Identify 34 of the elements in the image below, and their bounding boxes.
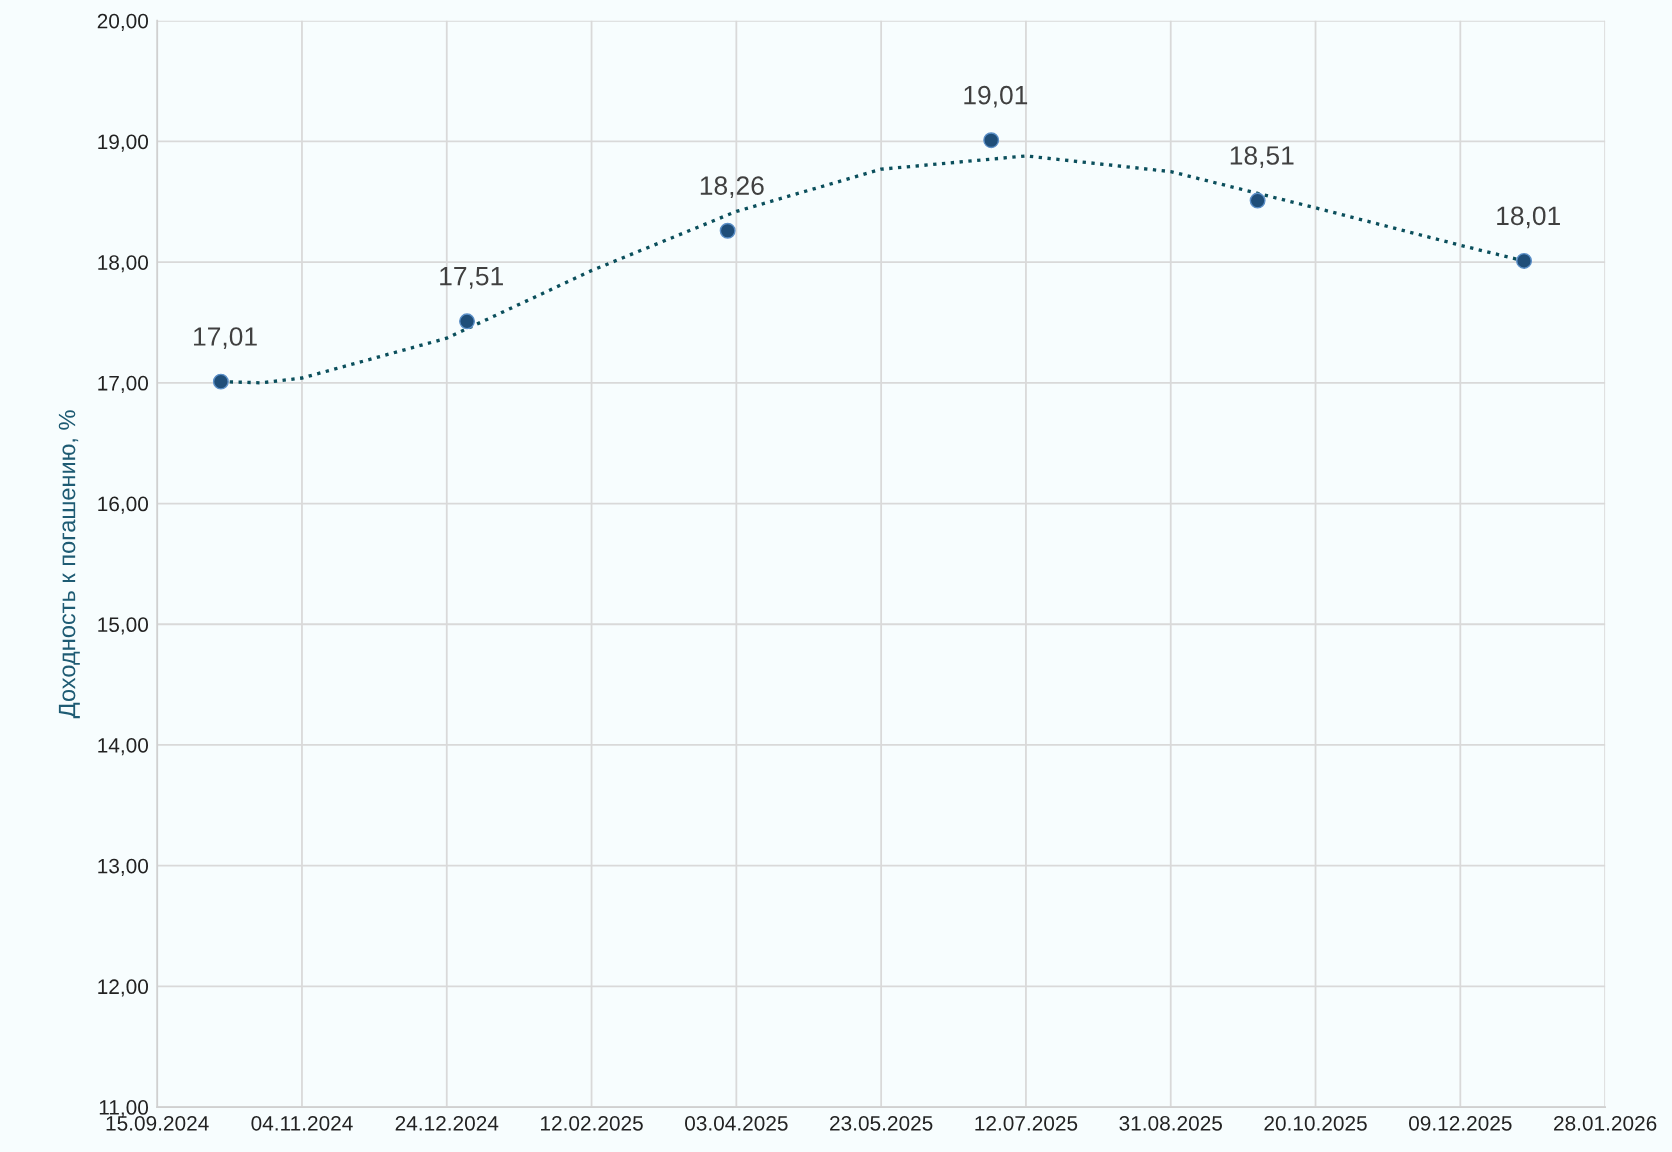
y-tick-label: 20,00 — [97, 13, 149, 31]
x-tick-label: 15.09.2024 — [106, 1115, 209, 1131]
x-tick-label: 31.08.2025 — [1119, 1115, 1222, 1131]
data-label: 18,01 — [1497, 206, 1560, 229]
point — [719, 222, 736, 239]
x-tick-label: 12.02.2025 — [541, 1115, 643, 1131]
y-tick-label: 11,00 — [99, 1100, 149, 1118]
y-tick-label: 18,00 — [98, 255, 149, 273]
data-label: 17,51 — [440, 267, 503, 289]
point — [459, 313, 476, 330]
y-tick-label: 14,00 — [98, 737, 149, 756]
y-tick-label: 15,00 — [98, 617, 149, 635]
data-label: 18,51 — [1230, 146, 1294, 168]
y-tick-label: 12,00 — [98, 979, 149, 997]
x-tick-label: 28.01.2026 — [1554, 1115, 1657, 1131]
x-tick-label: 20.10.2025 — [1264, 1115, 1367, 1131]
data-label: 17,01 — [194, 327, 257, 349]
y-axis-title: Доходность к погашению, % — [58, 410, 80, 719]
data-label: 19,01 — [964, 85, 1028, 108]
y-tick-label: 16,00 — [98, 496, 149, 514]
point — [1516, 252, 1533, 269]
x-tick-label: 12.07.2025 — [975, 1115, 1078, 1131]
point — [1249, 192, 1266, 209]
x-tick-label: 09.12.2025 — [1409, 1115, 1512, 1131]
x-tick-label: 23.05.2025 — [830, 1115, 933, 1131]
y-tick-label: 19,00 — [98, 134, 149, 152]
data-label: 18,26 — [700, 176, 764, 199]
y-tick-label: 17,00 — [98, 375, 149, 394]
x-tick-label: 03.04.2025 — [685, 1115, 788, 1131]
point — [983, 132, 1000, 149]
point — [212, 373, 229, 390]
y-tick-label: 13,00 — [98, 858, 149, 876]
x-tick-label: 24.12.2024 — [395, 1115, 499, 1131]
x-tick-label: 04.11.2024 — [251, 1115, 353, 1131]
